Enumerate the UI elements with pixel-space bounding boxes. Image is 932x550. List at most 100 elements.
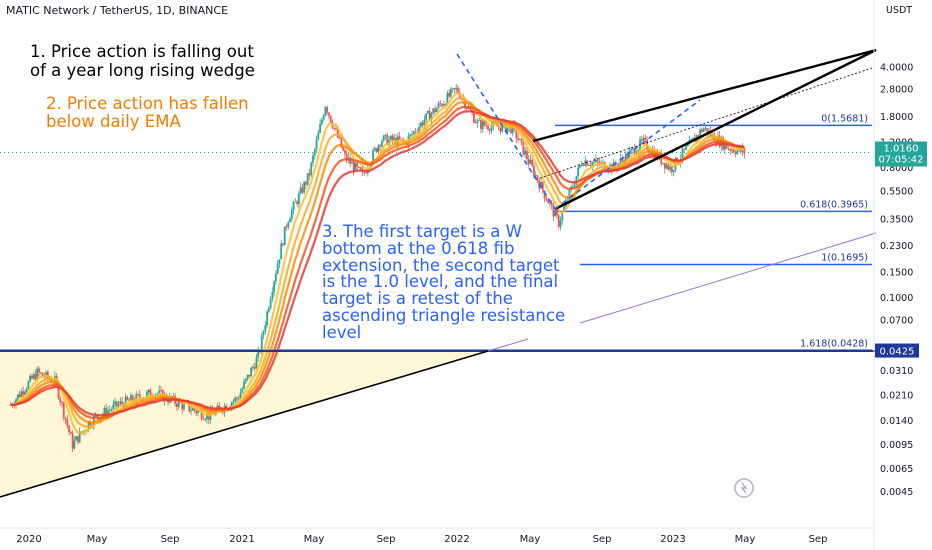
countdown-timer: 07:05:42 — [879, 154, 924, 165]
candle-body — [474, 122, 477, 124]
candle-body — [105, 408, 108, 417]
candle-body — [248, 374, 251, 377]
candle-body — [299, 187, 302, 194]
candle-body — [73, 440, 76, 449]
last-price-badge — [875, 141, 927, 167]
candle-body — [593, 161, 595, 163]
candle-body — [472, 112, 475, 123]
candle-body — [252, 366, 254, 368]
candle-body — [485, 125, 488, 127]
annotation-targets: 3. The first target is a W bottom at the… — [322, 222, 566, 342]
candle-body — [103, 408, 106, 415]
candle-body — [206, 413, 208, 420]
candle-body — [38, 368, 40, 373]
candle-body — [292, 202, 295, 210]
candle-body — [541, 182, 544, 191]
candle-body — [160, 390, 162, 391]
candle-body — [372, 150, 375, 163]
candle-body — [480, 119, 482, 129]
candle-body — [193, 408, 196, 411]
candle-body — [557, 215, 560, 227]
candle-body — [27, 381, 30, 390]
candle-body — [642, 137, 645, 141]
candle-body — [278, 259, 281, 265]
time-tick-label: May — [520, 534, 541, 545]
candle-body — [108, 410, 111, 412]
tradingview-logo-icon — [734, 478, 754, 498]
candle-body — [580, 165, 583, 167]
candle-body — [296, 201, 299, 205]
candle-body — [16, 394, 19, 400]
candle-body — [34, 373, 37, 380]
time-tick-label: Sep — [809, 534, 828, 545]
candle-body — [158, 390, 161, 394]
candle-body — [630, 149, 633, 151]
candle-body — [662, 162, 664, 164]
candle-body — [640, 139, 643, 141]
candle-body — [487, 125, 489, 130]
candle-body — [260, 335, 263, 352]
candle-body — [145, 392, 148, 398]
price-tick-label: 0.5500 — [880, 186, 913, 197]
candle-body — [69, 432, 72, 434]
fib-level-label: 1(0.1695) — [821, 252, 868, 263]
time-tick-label: 2020 — [16, 534, 41, 545]
price-tick-label: 0.0210 — [880, 391, 913, 402]
candle-body — [414, 131, 417, 133]
candle-body — [98, 418, 101, 421]
candle-body — [124, 396, 127, 408]
candle-body — [628, 150, 631, 159]
candle-body — [621, 158, 624, 161]
candle-body — [75, 436, 78, 441]
candle-body — [114, 401, 116, 405]
candle-body — [548, 202, 551, 204]
candle-body — [723, 143, 726, 150]
candle-body — [117, 404, 120, 407]
candle-body — [743, 148, 746, 154]
time-tick-label: 2023 — [660, 534, 685, 545]
candle-body — [591, 162, 594, 166]
candle-body — [732, 149, 735, 153]
candle-body — [253, 366, 256, 369]
candle-body — [531, 160, 534, 166]
candle-body — [423, 120, 426, 126]
candle-body — [449, 89, 452, 97]
candle-body — [430, 113, 433, 121]
price-tick-label: 0.0140 — [880, 416, 913, 427]
candle-body — [683, 148, 686, 150]
candle-body — [269, 299, 272, 309]
candle-body — [137, 393, 139, 395]
candle-body — [202, 418, 205, 420]
candle-body — [176, 403, 178, 408]
candle-body — [490, 125, 493, 131]
ema-line — [10, 110, 745, 417]
candle-body — [702, 128, 705, 132]
candle-body — [62, 402, 65, 418]
candle-body — [319, 123, 321, 133]
candle-body — [550, 202, 553, 205]
candle-body — [183, 403, 185, 410]
candle-body — [706, 128, 709, 135]
candle-body — [518, 138, 521, 140]
candle-body — [315, 139, 318, 150]
time-tick-label: May — [304, 534, 325, 545]
price-tick-label: 0.0065 — [880, 464, 913, 475]
candle-body — [230, 402, 233, 408]
candle-body — [536, 175, 539, 181]
candle-body — [267, 308, 270, 312]
candle-body — [303, 182, 306, 193]
candle-body — [135, 393, 138, 403]
candle-body — [66, 419, 69, 426]
candle-body — [156, 393, 159, 395]
candle-body — [29, 375, 32, 382]
candle-body — [317, 132, 320, 140]
candle-body — [697, 135, 700, 137]
candle-body — [584, 160, 587, 166]
candle-body — [333, 127, 336, 129]
candle-body — [672, 170, 675, 172]
candle-body — [437, 103, 440, 109]
candle-body — [177, 400, 180, 408]
candle-body — [488, 129, 491, 131]
candle-body — [313, 149, 316, 156]
